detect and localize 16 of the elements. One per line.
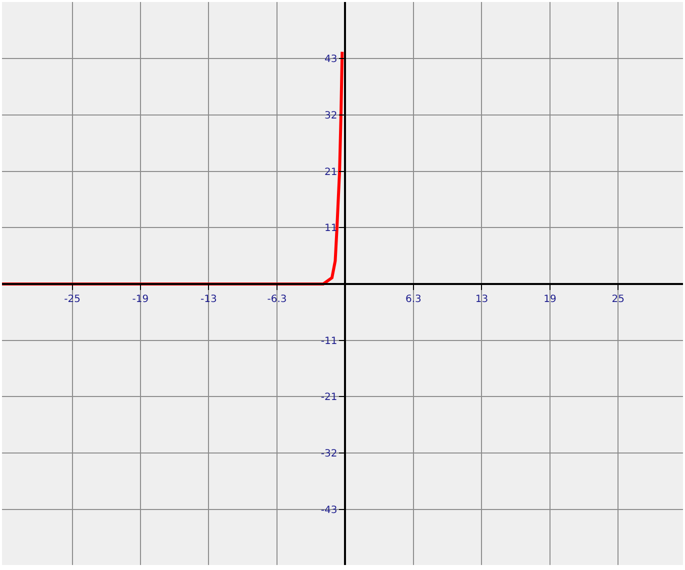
x-tick-label: -13 [200,294,217,306]
y-tick-label: -43 [320,504,338,516]
y-tick-label: -32 [320,448,338,460]
y-tick-label: 43 [324,54,338,66]
y-tick-label: 21 [324,166,338,178]
x-tick-label: -6.3 [267,294,287,306]
x-tick-label: -19 [132,294,149,306]
y-tick-label: 32 [324,110,338,122]
line-series [2,50,344,286]
x-tick-label: -25 [64,294,80,306]
x-tick-label: 25 [612,294,625,306]
x-tick-label: 13 [475,294,488,306]
x-tick-label: 19 [544,294,556,306]
y-tick-label: -21 [320,392,338,404]
y-tick-label: -11 [320,336,338,347]
x-tick-label: 6.3 [405,294,422,306]
